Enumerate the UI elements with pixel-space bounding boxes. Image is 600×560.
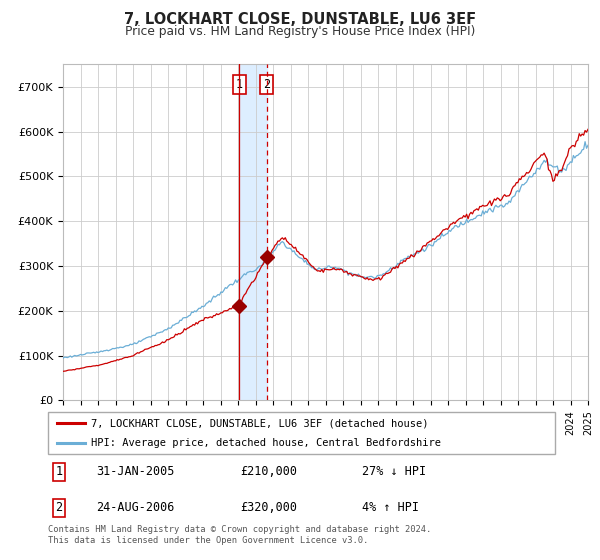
Bar — [239, 64, 267, 400]
Text: 31-JAN-2005: 31-JAN-2005 — [96, 465, 175, 478]
Text: Price paid vs. HM Land Registry's House Price Index (HPI): Price paid vs. HM Land Registry's House … — [125, 25, 475, 38]
Text: 1: 1 — [236, 78, 243, 91]
Text: 27% ↓ HPI: 27% ↓ HPI — [362, 465, 427, 478]
Text: 2: 2 — [263, 78, 270, 91]
Text: 7, LOCKHART CLOSE, DUNSTABLE, LU6 3EF (detached house): 7, LOCKHART CLOSE, DUNSTABLE, LU6 3EF (d… — [91, 418, 428, 428]
Text: HPI: Average price, detached house, Central Bedfordshire: HPI: Average price, detached house, Cent… — [91, 438, 441, 448]
Text: 2: 2 — [56, 501, 63, 514]
Text: 7, LOCKHART CLOSE, DUNSTABLE, LU6 3EF: 7, LOCKHART CLOSE, DUNSTABLE, LU6 3EF — [124, 12, 476, 27]
Text: 24-AUG-2006: 24-AUG-2006 — [96, 501, 175, 514]
Text: 4% ↑ HPI: 4% ↑ HPI — [362, 501, 419, 514]
Text: £320,000: £320,000 — [241, 501, 298, 514]
Text: 1: 1 — [56, 465, 63, 478]
FancyBboxPatch shape — [48, 412, 555, 454]
Text: £210,000: £210,000 — [241, 465, 298, 478]
Text: Contains HM Land Registry data © Crown copyright and database right 2024.
This d: Contains HM Land Registry data © Crown c… — [48, 525, 431, 545]
